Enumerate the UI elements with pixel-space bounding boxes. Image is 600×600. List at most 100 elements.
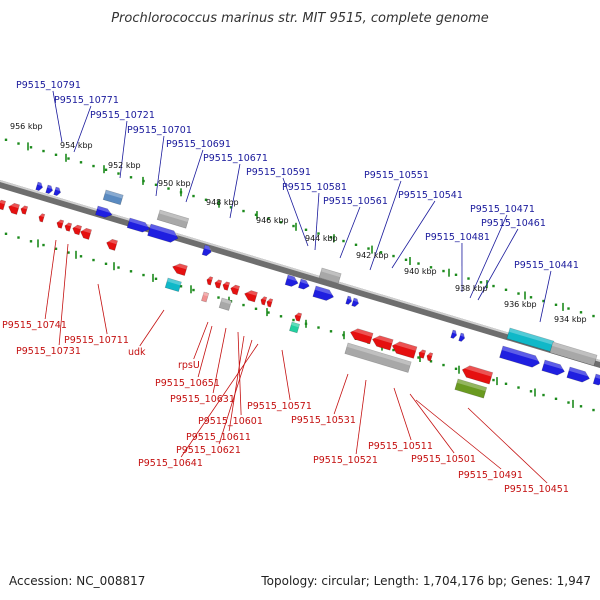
reverse-gene[interactable] [214,279,223,289]
bottom-scale-dot [217,296,220,299]
forward-gene[interactable] [298,278,310,290]
reverse-gene[interactable] [461,364,494,385]
reverse-gene[interactable] [349,327,374,345]
reverse-gene[interactable] [426,352,434,362]
reverse-gene[interactable] [79,227,92,240]
bottom-scale-dot [417,356,420,359]
forward-gene[interactable] [499,345,542,369]
reverse-gene[interactable] [56,219,65,229]
reverse-gene[interactable] [371,334,394,351]
bottom-gene-label[interactable]: P9515_10531 [291,415,356,426]
bottom-gene-label[interactable]: P9515_10741 [2,320,67,331]
top-gene-label[interactable]: P9515_10671 [203,153,268,164]
gene-labels: P9515_10791 P9515_10771 P9515_10721 P9515_1… [2,80,579,495]
reverse-gene[interactable] [391,340,418,359]
bottom-gene-label[interactable]: rpsU [178,360,200,371]
bottom-gene-label[interactable]: P9515_10731 [16,346,81,357]
top-gene-label[interactable]: P9515_10791 [16,80,81,91]
forward-gene[interactable] [566,366,591,384]
bottom-gene-label[interactable]: P9515_10571 [247,401,312,412]
top-gene-label[interactable]: P9515_10461 [481,218,546,229]
reverse-gene[interactable] [0,199,7,211]
bottom-scale-dot [529,390,533,393]
forward-gene[interactable] [541,359,566,377]
bottom-gene-label[interactable]: P9515_10621 [176,445,241,456]
forward-gene[interactable] [147,223,180,244]
top-gene-label[interactable]: P9515_10551 [364,170,429,181]
forward-gene[interactable] [592,373,600,386]
feature-box[interactable] [289,321,301,334]
top-gene-label[interactable]: P9515_10591 [246,167,311,178]
reverse-gene[interactable] [266,298,274,308]
feature-box[interactable] [164,277,182,292]
forward-gene[interactable] [450,329,458,339]
top-gene-label[interactable]: P9515_10701 [127,125,192,136]
reverse-gene[interactable] [260,296,268,306]
top-label-leader [229,163,241,219]
forward-gene[interactable] [126,217,151,234]
top-gene-label[interactable]: P9515_10471 [470,204,535,215]
forward-gene[interactable] [35,181,44,191]
bottom-gene-label[interactable]: udk [128,347,146,358]
feature-box[interactable] [344,342,412,373]
bottom-gene-label[interactable]: P9515_10641 [138,458,203,469]
forward-gene[interactable] [201,244,213,257]
forward-gene[interactable] [345,295,353,305]
forward-gene[interactable] [351,297,360,307]
reverse-gene[interactable] [222,281,231,291]
bottom-gene-label[interactable]: P9515_10711 [64,335,129,346]
forward-gene[interactable] [53,186,62,196]
top-gene-label[interactable]: P9515_10441 [514,260,579,271]
forward-gene[interactable] [312,285,335,302]
reverse-gene[interactable] [171,262,188,276]
feature-box[interactable] [454,378,488,399]
feature-box[interactable] [218,297,232,311]
reverse-gene[interactable] [206,276,214,286]
forward-gene[interactable] [95,205,113,219]
bottom-gene-label[interactable]: P9515_10601 [198,416,263,427]
scale-label: 936 kbp [504,300,537,309]
reverse-gene[interactable] [294,312,303,322]
bottom-gene-label[interactable]: P9515_10501 [411,454,476,465]
bottom-gene-label[interactable]: P9515_10451 [504,484,569,495]
top-scale-dot [379,251,383,254]
top-gene-label[interactable]: P9515_10581 [282,182,347,193]
forward-gene[interactable] [284,274,299,288]
reverse-gene[interactable] [38,213,46,223]
reverse-gene[interactable] [418,349,427,359]
reverse-gene[interactable] [20,205,29,215]
bottom-gene-label[interactable]: P9515_10611 [186,432,251,443]
bottom-gene-label[interactable]: P9515_10651 [155,378,220,389]
reverse-gene[interactable] [64,222,73,232]
rna-feature[interactable] [318,267,342,284]
reverse-gene[interactable] [105,238,118,251]
reverse-gene[interactable] [7,202,20,215]
top-gene-label[interactable]: P9515_10541 [398,190,463,201]
bottom-scale-dot [454,367,458,370]
reverse-gene[interactable] [229,284,241,296]
forward-gene[interactable] [45,184,54,194]
bottom-gene-label[interactable]: P9515_10511 [368,441,433,452]
top-gene-label[interactable]: P9515_10561 [323,196,388,207]
rna-feature[interactable] [102,189,124,206]
rna-feature[interactable] [549,341,598,367]
bottom-label-leader [467,407,548,484]
rna-feature[interactable] [506,327,555,353]
top-scale-dot [517,292,520,295]
forward-gene[interactable] [458,332,466,342]
bottom-scale-dot [104,262,108,265]
bottom-label-leader [415,399,502,470]
top-gene-label[interactable]: P9515_10771 [54,95,119,106]
top-scale-dot [554,303,558,306]
reverse-gene[interactable] [243,289,258,303]
top-gene-label[interactable]: P9515_10481 [425,232,490,243]
bottom-gene-label[interactable]: P9515_10491 [458,470,523,481]
feature-box[interactable] [201,291,210,303]
top-gene-label[interactable]: P9515_10721 [90,110,155,121]
bottom-gene-label[interactable]: P9515_10521 [313,455,378,466]
rna-feature[interactable] [156,209,190,229]
bottom-gene-label[interactable]: P9515_10631 [170,394,235,405]
reverse-gene[interactable] [71,224,83,236]
bottom-scale-dot [317,326,320,329]
top-gene-label[interactable]: P9515_10691 [166,139,231,150]
